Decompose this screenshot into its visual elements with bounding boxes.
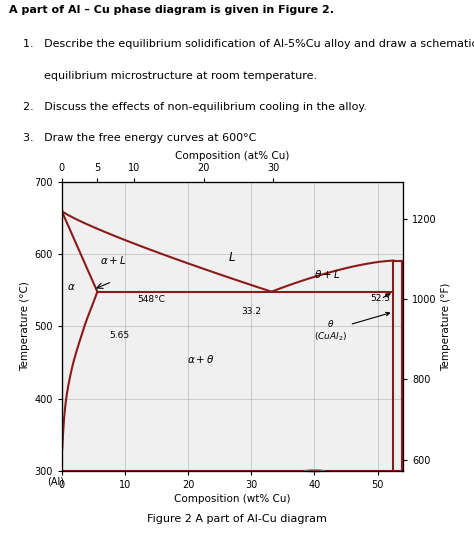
X-axis label: Composition (wt% Cu): Composition (wt% Cu) [174,494,291,504]
Text: equilibrium microstructure at room temperature.: equilibrium microstructure at room tempe… [23,71,317,80]
Text: $\theta + L$: $\theta + L$ [314,269,341,280]
Text: $\theta$
$(CuAl_2)$: $\theta$ $(CuAl_2)$ [314,312,390,343]
Text: Figure 2 A part of Al-Cu diagram: Figure 2 A part of Al-Cu diagram [147,514,327,524]
Y-axis label: Temperature (°F): Temperature (°F) [441,282,451,371]
Y-axis label: Temperature (°C): Temperature (°C) [20,281,30,371]
Text: 3.   Draw the free energy curves at 600°C: 3. Draw the free energy curves at 600°C [23,133,256,142]
Text: $L$: $L$ [228,251,236,264]
Text: 52.5: 52.5 [371,294,391,303]
Text: $\alpha + L$: $\alpha + L$ [100,254,126,266]
Text: A part of Al – Cu phase diagram is given in Figure 2.: A part of Al – Cu phase diagram is given… [9,5,335,16]
Text: (Al): (Al) [47,477,64,486]
Text: 5.65: 5.65 [109,331,129,340]
Text: 1.   Describe the equilibrium solidification of Al-5%Cu alloy and draw a schemat: 1. Describe the equilibrium solidificati… [23,40,474,49]
X-axis label: Composition (at% Cu): Composition (at% Cu) [175,151,290,160]
Text: 548°C: 548°C [137,295,165,304]
Text: $\alpha + \theta$: $\alpha + \theta$ [187,353,215,365]
Text: 2.   Discuss the effects of non-equilibrium cooling in the alloy.: 2. Discuss the effects of non-equilibriu… [23,102,367,111]
Text: $\alpha$: $\alpha$ [67,281,75,292]
Text: 33.2: 33.2 [241,307,261,316]
